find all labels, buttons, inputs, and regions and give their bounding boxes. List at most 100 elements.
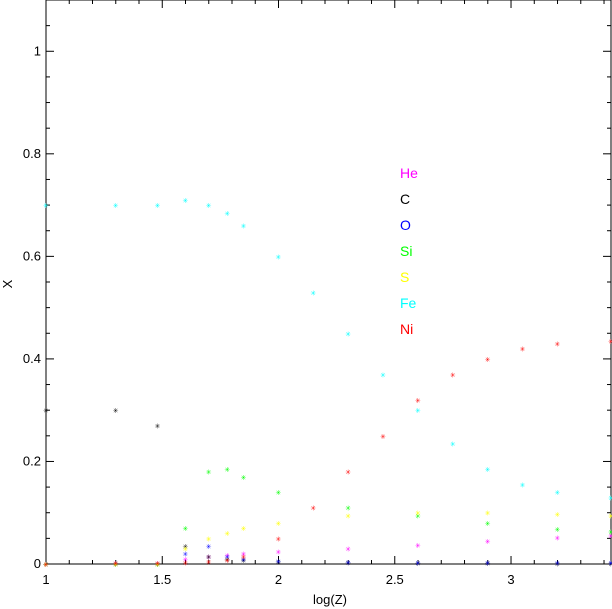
point-s: ✳	[225, 529, 231, 539]
point-o: ✳	[276, 557, 282, 567]
point-s: ✳	[415, 509, 421, 519]
point-fe: ✳	[608, 493, 612, 503]
y-tick-label: 0.6	[23, 248, 41, 263]
x-tick-label: 3	[507, 572, 514, 587]
point-o: ✳	[206, 542, 212, 552]
point-he: ✳	[276, 548, 282, 558]
x-axis-title: log(Z)	[313, 592, 347, 607]
point-c: ✳	[183, 542, 189, 552]
legend-entry-o: O	[400, 217, 411, 233]
point-o: ✳	[113, 560, 119, 570]
point-fe: ✳	[346, 329, 352, 339]
point-he: ✳	[155, 559, 161, 569]
point-fe: ✳	[43, 201, 49, 211]
point-he: ✳	[608, 531, 612, 541]
x-tick-label: 1.5	[153, 572, 171, 587]
point-ni: ✳	[485, 355, 491, 365]
point-si: ✳	[276, 488, 282, 498]
point-s: ✳	[555, 510, 561, 520]
point-o: ✳	[608, 558, 612, 568]
point-fe: ✳	[450, 440, 456, 450]
point-si: ✳	[555, 525, 561, 535]
point-o: ✳	[183, 550, 189, 560]
point-c: ✳	[206, 552, 212, 562]
point-si: ✳	[183, 524, 189, 534]
y-axis-title: X	[0, 279, 15, 288]
point-ni: ✳	[346, 468, 352, 478]
x-tick-label: 2	[275, 572, 282, 587]
point-ni: ✳	[43, 560, 49, 570]
point-o: ✳	[555, 558, 561, 568]
point-fe: ✳	[183, 196, 189, 206]
point-s: ✳	[43, 560, 49, 570]
y-tick-label: 0.4	[23, 351, 41, 366]
point-fe: ✳	[225, 209, 231, 219]
point-c: ✳	[43, 406, 49, 416]
point-s: ✳	[241, 524, 247, 534]
point-si: ✳	[346, 504, 352, 514]
point-si: ✳	[225, 465, 231, 475]
point-s: ✳	[183, 545, 189, 555]
point-s: ✳	[276, 519, 282, 529]
point-o: ✳	[415, 558, 421, 568]
y-tick-label: 1	[34, 43, 41, 58]
point-o: ✳	[43, 560, 49, 570]
point-c: ✳	[276, 557, 282, 567]
point-he: ✳	[113, 559, 119, 569]
point-he: ✳	[485, 537, 491, 547]
point-fe: ✳	[415, 406, 421, 416]
legend-entry-c: C	[400, 191, 410, 207]
point-he: ✳	[183, 555, 189, 565]
point-fe: ✳	[206, 201, 212, 211]
point-ni: ✳	[155, 559, 161, 569]
axis-ticks: 1 1.5 2 2.5 3 0 0.2 0.4 0.6 0.8 1	[23, 0, 611, 587]
point-c: ✳	[241, 556, 247, 566]
point-fe: ✳	[241, 222, 247, 232]
point-o: ✳	[155, 560, 161, 570]
point-he: ✳	[241, 550, 247, 560]
point-si: ✳	[485, 519, 491, 529]
point-c: ✳	[225, 555, 231, 565]
point-ni: ✳	[241, 552, 247, 562]
point-c: ✳	[555, 559, 561, 569]
point-si: ✳	[113, 560, 119, 570]
point-c: ✳	[608, 559, 612, 569]
point-s: ✳	[485, 509, 491, 519]
point-ni: ✳	[206, 557, 212, 567]
legend-entry-fe: Fe	[400, 295, 417, 311]
point-s: ✳	[608, 511, 612, 521]
legend-entry-s: S	[400, 269, 409, 285]
point-c: ✳	[346, 558, 352, 568]
point-ni: ✳	[450, 370, 456, 380]
x-tick-label: 2.5	[386, 572, 404, 587]
point-ni: ✳	[380, 432, 386, 442]
point-fe: ✳	[520, 481, 526, 491]
point-c: ✳	[155, 422, 161, 432]
point-ni: ✳	[608, 337, 612, 347]
point-fe: ✳	[555, 488, 561, 498]
y-tick-label: 0.8	[23, 146, 41, 161]
point-si: ✳	[241, 473, 247, 483]
point-fe: ✳	[311, 288, 317, 298]
point-s: ✳	[206, 534, 212, 544]
point-he: ✳	[43, 560, 49, 570]
point-he: ✳	[346, 545, 352, 555]
legend-entry-he: He	[400, 165, 418, 181]
point-ni: ✳	[311, 504, 317, 514]
point-si: ✳	[608, 528, 612, 538]
point-s: ✳	[155, 560, 161, 570]
point-fe: ✳	[276, 252, 282, 262]
point-he: ✳	[206, 552, 212, 562]
plot-border	[45, 0, 612, 565]
point-o: ✳	[346, 558, 352, 568]
legend-entry-ni: Ni	[400, 321, 413, 337]
point-ni: ✳	[113, 559, 119, 569]
point-ni: ✳	[520, 345, 526, 355]
point-he: ✳	[555, 533, 561, 543]
point-c: ✳	[113, 406, 119, 416]
point-ni: ✳	[183, 558, 189, 568]
point-fe: ✳	[155, 201, 161, 211]
point-fe: ✳	[380, 370, 386, 380]
point-si: ✳	[43, 560, 49, 570]
point-ni: ✳	[555, 340, 561, 350]
